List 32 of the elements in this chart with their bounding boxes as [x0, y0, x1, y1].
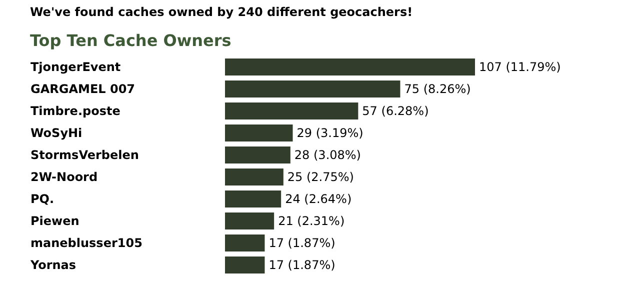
- y-tick-label: PQ.: [30, 192, 54, 206]
- bar: [225, 58, 475, 76]
- y-tick-label: StormsVerbelen: [30, 148, 139, 162]
- bar: [225, 146, 290, 164]
- data-label: 29 (3.19%): [296, 126, 364, 140]
- data-label: 21 (2.31%): [278, 214, 345, 228]
- bar: [225, 256, 265, 274]
- y-tick-label: Piewen: [30, 214, 80, 228]
- bar: [225, 102, 358, 120]
- data-label: 28 (3.08%): [294, 148, 361, 162]
- bar: [225, 168, 284, 186]
- y-tick-label: GARGAMEL 007: [30, 82, 136, 96]
- data-label: 75 (8.26%): [404, 82, 471, 96]
- bar: [225, 234, 265, 252]
- bar: [225, 80, 400, 98]
- data-label: 17 (1.87%): [268, 258, 336, 272]
- y-tick-label: 2W-Noord: [30, 170, 98, 184]
- bar: [225, 212, 274, 230]
- data-label: 17 (1.87%): [268, 236, 336, 250]
- data-label: 57 (6.28%): [362, 104, 429, 118]
- y-tick-label: maneblusser105: [30, 236, 142, 250]
- y-tick-label: WoSyHi: [30, 126, 82, 140]
- y-tick-label: Timbre.poste: [30, 104, 120, 118]
- bar: [225, 190, 282, 208]
- y-tick-label: TjongerEvent: [30, 60, 121, 74]
- data-label: 107 (11.79%): [479, 60, 561, 74]
- y-tick-label: Yornas: [30, 258, 76, 272]
- bar: [225, 124, 293, 142]
- chart-title: We've found caches owned by 240 different geocachers!: [30, 5, 413, 19]
- chart-subtitle: Top Ten Cache Owners: [30, 31, 232, 50]
- data-label: 25 (2.75%): [287, 170, 354, 184]
- data-label: 24 (2.64%): [285, 192, 352, 206]
